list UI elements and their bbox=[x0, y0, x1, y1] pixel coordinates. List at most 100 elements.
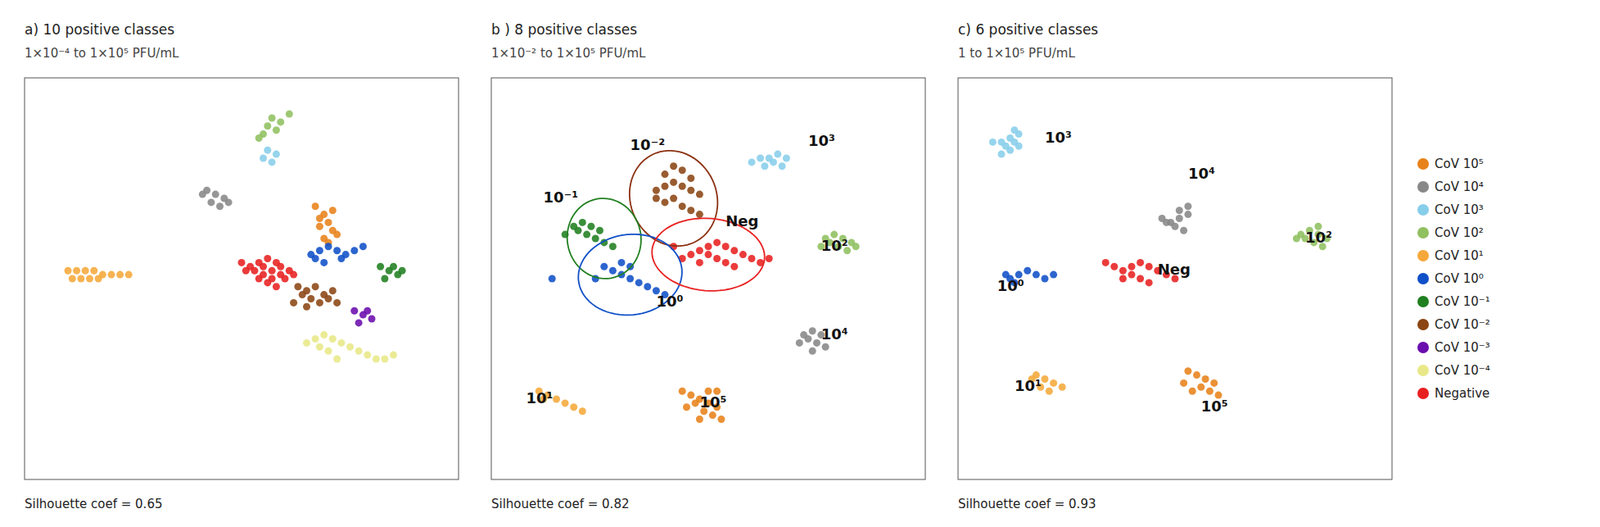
point bbox=[333, 230, 341, 239]
point bbox=[320, 330, 328, 339]
legend-label: Negative bbox=[1434, 385, 1490, 401]
legend-marker bbox=[1417, 318, 1429, 330]
point bbox=[1197, 383, 1205, 391]
annotation: Neg bbox=[1157, 260, 1191, 278]
point bbox=[325, 347, 333, 355]
point bbox=[989, 138, 997, 146]
point bbox=[90, 266, 98, 275]
point bbox=[1202, 375, 1210, 383]
point bbox=[1015, 142, 1023, 150]
annotation: 10⁰ bbox=[655, 292, 683, 310]
point bbox=[669, 194, 678, 203]
point bbox=[1136, 275, 1144, 283]
point bbox=[263, 278, 272, 286]
point bbox=[1175, 214, 1184, 222]
point bbox=[578, 218, 587, 226]
point bbox=[722, 258, 730, 267]
point bbox=[778, 162, 787, 170]
point bbox=[125, 271, 133, 279]
series bbox=[1158, 202, 1193, 234]
point bbox=[748, 254, 756, 263]
series bbox=[259, 146, 281, 167]
legend-label: CoV 10⁻² bbox=[1434, 316, 1491, 332]
series bbox=[255, 110, 294, 142]
point bbox=[333, 355, 341, 363]
point bbox=[363, 351, 371, 359]
point bbox=[333, 298, 341, 307]
legend-label: CoV 10⁻¹ bbox=[1434, 293, 1491, 309]
point bbox=[363, 307, 371, 315]
series bbox=[817, 230, 859, 255]
point bbox=[289, 271, 298, 279]
point bbox=[687, 206, 695, 214]
point bbox=[1110, 262, 1118, 271]
point bbox=[1292, 235, 1301, 243]
ellipse bbox=[629, 150, 718, 246]
point bbox=[609, 266, 617, 275]
series bbox=[669, 238, 773, 270]
annotation: 10⁰ bbox=[997, 276, 1025, 294]
point bbox=[1102, 258, 1110, 267]
point bbox=[1171, 222, 1180, 231]
point bbox=[68, 275, 77, 283]
point bbox=[1049, 379, 1058, 387]
series bbox=[311, 202, 342, 246]
point bbox=[739, 250, 747, 258]
point bbox=[268, 266, 276, 275]
note: Silhouette coef = 0.65 bbox=[24, 496, 163, 511]
annotation: 10² bbox=[1305, 228, 1333, 246]
point bbox=[355, 347, 363, 355]
legend-label: CoV 10³ bbox=[1434, 202, 1484, 217]
point bbox=[380, 275, 389, 283]
point bbox=[325, 218, 333, 226]
panel: a) 10 positive classes1×10⁻⁴ to 1×10⁵ PF… bbox=[24, 21, 459, 511]
series bbox=[350, 307, 376, 327]
point bbox=[76, 275, 85, 283]
series bbox=[238, 254, 299, 290]
point bbox=[687, 174, 695, 182]
point bbox=[329, 206, 337, 214]
annotation: 10³ bbox=[808, 131, 836, 150]
point bbox=[242, 266, 250, 275]
point bbox=[298, 290, 307, 299]
point bbox=[678, 387, 687, 395]
point bbox=[1193, 370, 1201, 379]
series bbox=[989, 126, 1023, 158]
point bbox=[626, 275, 634, 283]
title: c) 6 positive classes bbox=[958, 21, 1099, 38]
point bbox=[548, 275, 556, 283]
point bbox=[1184, 202, 1192, 210]
point bbox=[198, 190, 207, 199]
point bbox=[687, 250, 695, 258]
ellipse bbox=[567, 198, 642, 279]
subtitle: 1×10⁻⁴ to 1×10⁵ PFU/mL bbox=[24, 45, 180, 61]
point bbox=[207, 198, 215, 206]
point bbox=[1179, 379, 1188, 387]
point bbox=[1188, 387, 1197, 395]
point bbox=[713, 238, 721, 246]
annotation: 10⁴ bbox=[821, 325, 849, 343]
point bbox=[569, 222, 578, 231]
legend-marker bbox=[1417, 203, 1429, 216]
point bbox=[569, 402, 578, 411]
point bbox=[1128, 271, 1136, 279]
point bbox=[316, 222, 324, 231]
marks bbox=[535, 150, 860, 423]
point bbox=[359, 242, 367, 250]
annotation: 10¹ bbox=[1014, 376, 1042, 394]
point bbox=[756, 154, 764, 163]
point bbox=[276, 117, 285, 126]
point bbox=[268, 158, 276, 166]
point bbox=[782, 154, 791, 163]
point bbox=[302, 302, 311, 311]
point bbox=[669, 162, 678, 170]
legend-label: CoV 10² bbox=[1434, 225, 1484, 240]
legend-marker bbox=[1417, 158, 1429, 170]
note: Silhouette coef = 0.82 bbox=[491, 496, 629, 511]
series bbox=[652, 162, 704, 218]
point bbox=[1206, 387, 1214, 395]
point bbox=[691, 398, 700, 407]
point bbox=[72, 266, 81, 275]
point bbox=[760, 162, 769, 170]
point bbox=[380, 355, 389, 363]
